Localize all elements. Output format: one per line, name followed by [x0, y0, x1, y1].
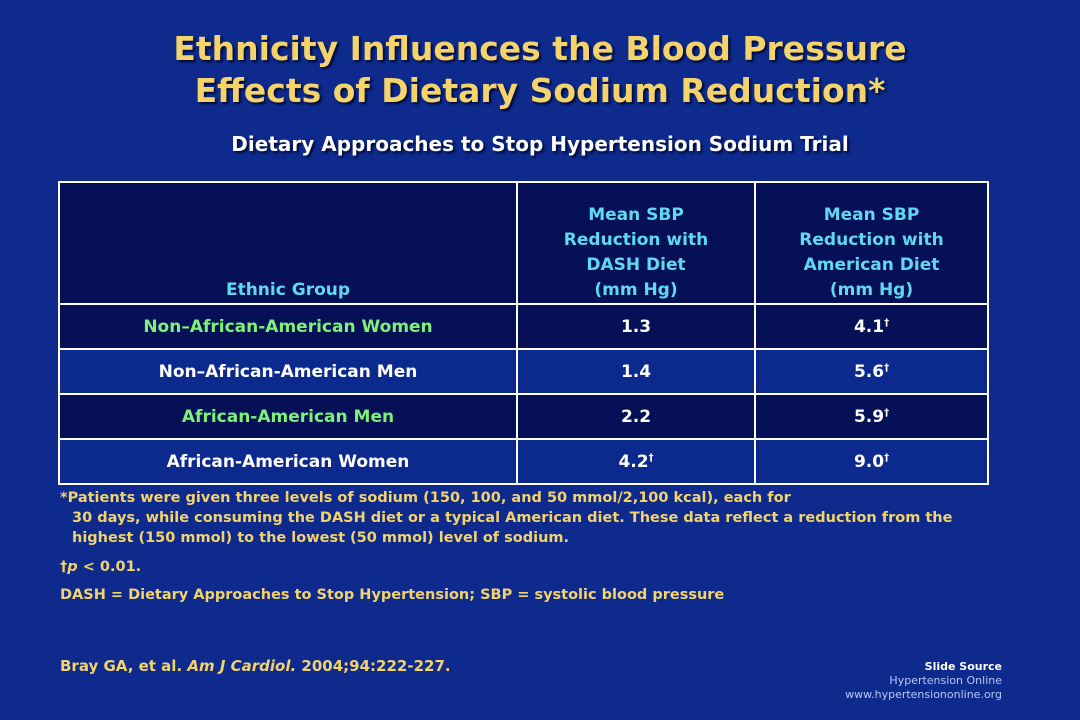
dash-value-cell: 4.2†: [516, 438, 756, 485]
header-american-line-4: (mm Hg): [829, 280, 914, 300]
footnote-line-1: *Patients were given three levels of sod…: [60, 490, 791, 506]
dash-value-cell: 1.3: [516, 303, 756, 350]
footnote-line-2: 30 days, while consuming the DASH diet o…: [72, 510, 953, 526]
header-dash-line-4: (mm Hg): [594, 280, 678, 300]
significance-note: †p < 0.01.: [60, 559, 142, 575]
slide-title: Ethnicity Influences the Blood Pressure …: [0, 28, 1080, 112]
ethnic-group-cell: African-American Women: [58, 438, 518, 485]
ethnic-group-cell: African-American Men: [58, 393, 518, 440]
header-ethnic-group: Ethnic Group: [58, 181, 518, 305]
american-value-cell: 5.9†: [754, 393, 989, 440]
header-dash-line-2: Reduction with: [563, 230, 709, 250]
header-dash-line-1: Mean SBP: [588, 205, 684, 225]
table-row: Non–African-American Men 1.4 5.6†: [58, 348, 989, 395]
header-dash-diet: Mean SBP Reduction with DASH Diet (mm Hg…: [516, 181, 756, 305]
table-header-row: Ethnic Group Mean SBP Reduction with DAS…: [58, 181, 989, 305]
ethnic-group-cell: Non–African-American Women: [58, 303, 518, 350]
source-url: www.hypertensiononline.org: [845, 688, 1002, 701]
results-table: Ethnic Group Mean SBP Reduction with DAS…: [58, 181, 989, 485]
footnote-line-3: highest (150 mmol) to the lowest (50 mmo…: [72, 530, 570, 546]
header-dash-line-3: DASH Diet: [586, 255, 686, 275]
source-name: Hypertension Online: [889, 674, 1002, 687]
abbreviation-note: DASH = Dietary Approaches to Stop Hypert…: [60, 587, 725, 603]
header-american-line-3: American Diet: [803, 255, 940, 275]
american-value-cell: 9.0†: [754, 438, 989, 485]
header-american-diet: Mean SBP Reduction with American Diet (m…: [754, 181, 989, 305]
dash-value-cell: 2.2: [516, 393, 756, 440]
slide-subtitle: Dietary Approaches to Stop Hypertension …: [231, 132, 849, 156]
table-row: African-American Women 4.2† 9.0†: [58, 438, 989, 485]
header-american-line-1: Mean SBP: [823, 205, 920, 225]
source-heading: Slide Source: [924, 660, 1002, 673]
reference-citation: Bray GA, et al. Am J Cardiol. 2004;94:22…: [60, 657, 451, 675]
table-row: African-American Men 2.2 5.9†: [58, 393, 989, 440]
header-american-line-2: Reduction with: [799, 230, 944, 250]
american-value-cell: 4.1†: [754, 303, 989, 350]
american-value-cell: 5.6†: [754, 348, 989, 395]
dash-value-cell: 1.4: [516, 348, 756, 395]
title-line-1: Ethnicity Influences the Blood Pressure: [173, 29, 907, 68]
footnote: *Patients were given three levels of sod…: [60, 488, 1050, 548]
title-line-2: Effects of Dietary Sodium Reduction*: [194, 71, 886, 110]
table-row: Non–African-American Women 1.3 4.1†: [58, 303, 989, 350]
slide-source: Slide Source Hypertension Online www.hyp…: [845, 660, 1002, 702]
ethnic-group-cell: Non–African-American Men: [58, 348, 518, 395]
